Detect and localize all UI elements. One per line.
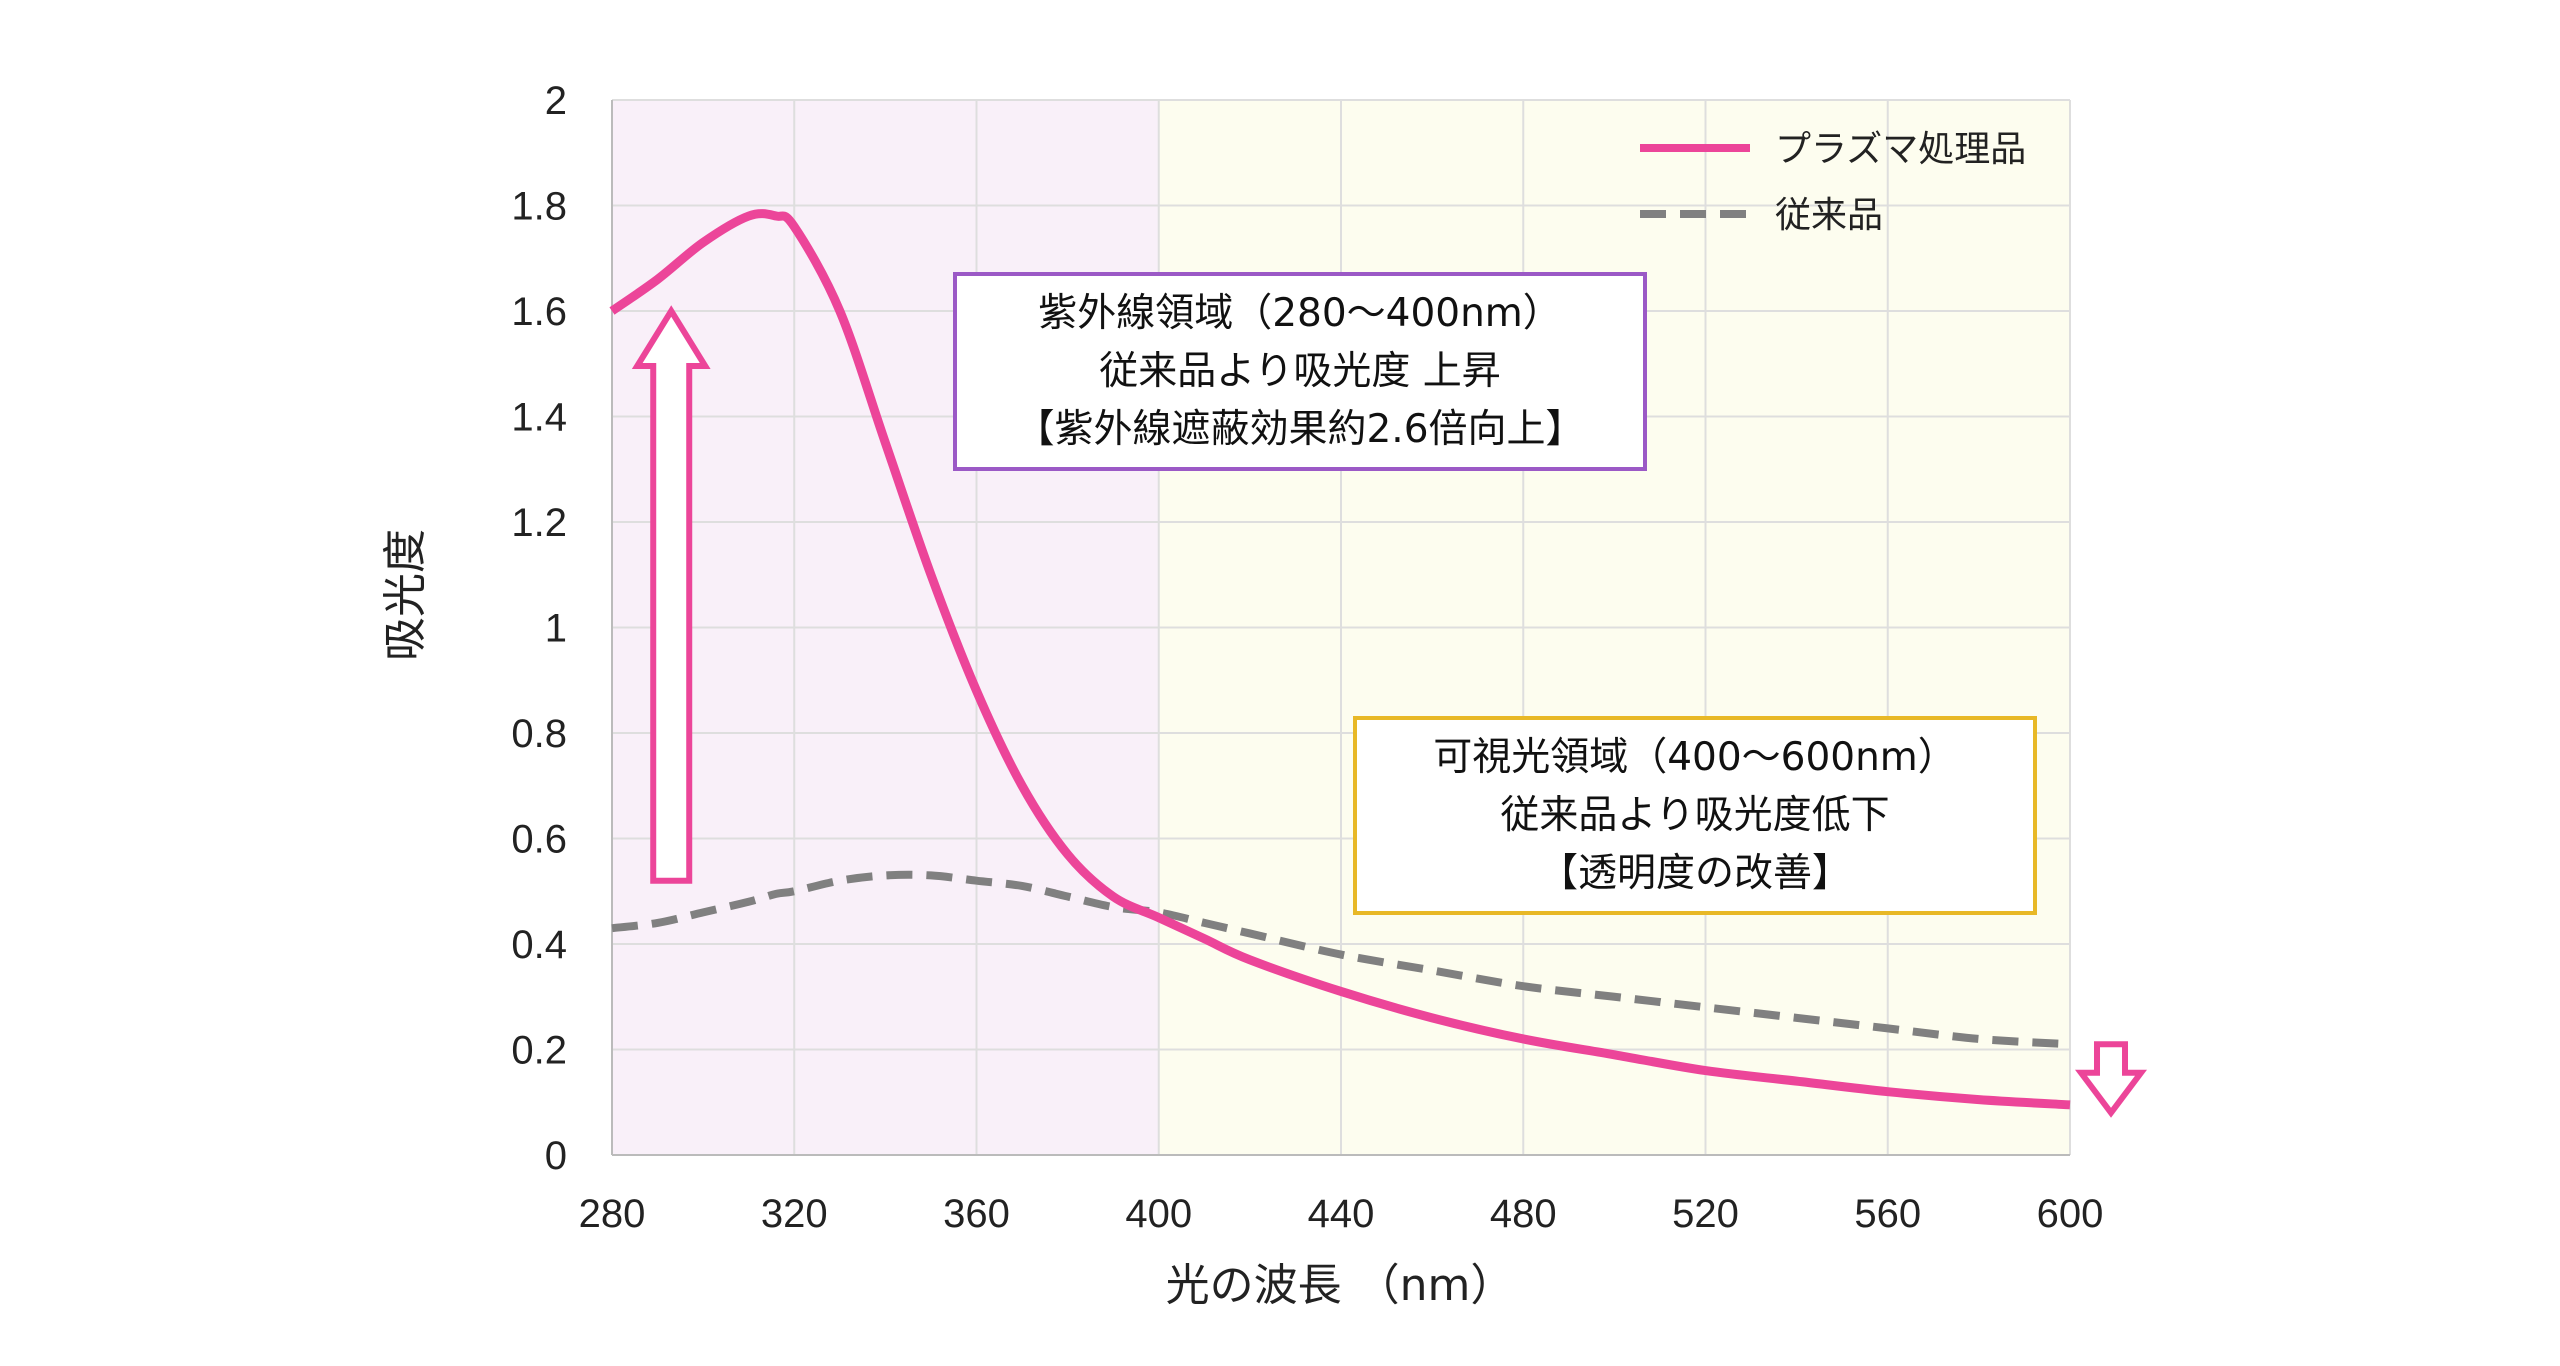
x-tick-label: 520 [1672,1192,1739,1236]
annotation-text-visible: 可視光領域（400～600nm） [1433,735,1957,780]
x-tick-label: 560 [1854,1192,1921,1236]
y-tick-label: 0.8 [511,712,567,756]
series-line-plasma [609,209,2071,1110]
legend-label: 従来品 [1775,195,1883,236]
annotation-text-visible: 【透明度の改善】 [1539,851,1851,896]
x-tick-label: 480 [1490,1192,1557,1236]
annotation-text-uv: 紫外線領域（280～400nm） [1038,291,1562,336]
y-axis-title: 吸光度 [380,529,431,661]
x-tick-label: 280 [579,1192,646,1236]
series-lines [609,209,2071,1110]
x-tick-label: 440 [1308,1192,1375,1236]
x-tick-label: 600 [2037,1192,2104,1236]
y-tick-label: 1.2 [511,501,567,545]
annotation-boxes: 紫外線領域（280～400nm） 従来品より吸光度 上昇【紫外線遮蔽効果約2.6倍… [953,272,2037,915]
x-tick-label: 400 [1125,1192,1192,1236]
y-tick-label: 1.8 [511,185,567,229]
y-tick-label: 0 [545,1134,567,1178]
arrows [631,305,2148,1118]
up-arrow [631,305,711,884]
x-axis-title: 光の波長 （nm） [1166,1260,1515,1311]
y-tick-label: 0.4 [511,923,567,967]
y-tick-labels: 0 0.2 0.4 0.6 0.8 1 1.2 1.4 1.6 1.8 2 [511,79,567,1178]
annotation-box-uv [953,272,1647,471]
annotation-text-uv: 従来品より吸光度 上昇 [1099,349,1501,394]
annotation-box-visible [1353,716,2037,915]
x-tick-label: 360 [943,1192,1010,1236]
annotation-text-visible: 従来品より吸光度低下 [1500,793,1889,838]
axes [611,100,2070,1156]
y-tick-label: 0.6 [511,818,567,862]
series-line-conventional [611,870,2071,1049]
y-tick-label: 1 [545,607,567,651]
y-tick-label: 1.6 [511,290,567,334]
down-arrow [2075,1041,2148,1118]
legend-label: プラズマ処理品 [1775,129,2026,170]
annotation-text-uv: 【紫外線遮蔽効果約2.6倍向上】 [1015,407,1584,452]
y-tick-label: 2 [545,79,567,123]
y-tick-label: 1.4 [511,396,567,440]
x-tick-label: 320 [761,1192,828,1236]
x-tick-labels: 280 320 360 400 440 480 520 560 600 [579,1192,2104,1236]
y-tick-label: 0.2 [511,1029,567,1073]
